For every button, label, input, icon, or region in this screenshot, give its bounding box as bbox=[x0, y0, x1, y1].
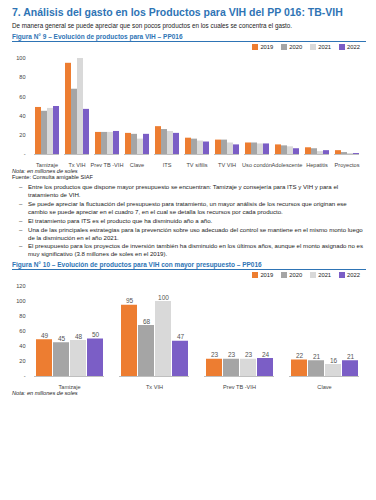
svg-text:Prev TB -VIH: Prev TB -VIH bbox=[223, 385, 256, 391]
svg-text:20: 20 bbox=[19, 359, 25, 365]
svg-text:60: 60 bbox=[19, 94, 25, 100]
svg-text:16: 16 bbox=[330, 357, 338, 364]
html-text:Nota: en millones de soles: Nota: en millones de soles bbox=[12, 168, 78, 174]
svg-text:23: 23 bbox=[228, 352, 236, 359]
svg-text:48: 48 bbox=[75, 333, 83, 340]
html-text:Una de las principales estrate: Una de las principales estrategias para … bbox=[28, 225, 363, 241]
svg-text:120: 120 bbox=[16, 284, 25, 290]
html-text:Se puede apreciar la fluctuaci: Se puede apreciar la fluctuación del pre… bbox=[28, 199, 347, 215]
svg-text:ITS: ITS bbox=[163, 162, 172, 168]
svg-text:23: 23 bbox=[211, 352, 219, 359]
svg-text:Tx VIH: Tx VIH bbox=[68, 162, 85, 168]
svg-text:Adolescente: Adolescente bbox=[272, 162, 303, 168]
html-text:Figura N° 10 – Evolución de pr: Figura N° 10 – Evolución de productos pa… bbox=[12, 261, 262, 269]
svg-text:40: 40 bbox=[19, 344, 25, 350]
svg-text:47: 47 bbox=[177, 334, 185, 341]
svg-text:Clave: Clave bbox=[130, 162, 144, 168]
svg-text:68: 68 bbox=[143, 318, 151, 325]
svg-text:Uso condón: Uso condón bbox=[242, 162, 272, 168]
svg-text:80: 80 bbox=[19, 74, 25, 80]
html-text:Entre los productos que dispon: Entre los productos que dispone mayor pr… bbox=[28, 183, 339, 198]
svg-text:TV VIH: TV VIH bbox=[218, 162, 236, 168]
html-text:2022: 2022 bbox=[347, 44, 360, 50]
svg-text:60: 60 bbox=[19, 329, 25, 335]
svg-text:Prev TB -VIH: Prev TB -VIH bbox=[91, 162, 124, 168]
svg-text:50: 50 bbox=[92, 331, 100, 338]
svg-text:Tamizaje: Tamizaje bbox=[36, 162, 58, 168]
svg-text:20: 20 bbox=[19, 132, 25, 138]
html-text:Nota: en millones de soles: Nota: en millones de soles bbox=[12, 390, 78, 397]
html-text:El tratamiento para ITS es el: El tratamiento para ITS es el producto q… bbox=[28, 216, 213, 224]
svg-text:100: 100 bbox=[158, 294, 169, 301]
html-text:2020: 2020 bbox=[289, 272, 303, 279]
svg-text:22: 22 bbox=[296, 352, 304, 359]
svg-text:80: 80 bbox=[19, 314, 25, 320]
svg-text:-: - bbox=[24, 151, 26, 157]
svg-text:40: 40 bbox=[19, 113, 25, 119]
svg-text:Proyectos: Proyectos bbox=[335, 162, 360, 168]
svg-text:23: 23 bbox=[245, 352, 253, 359]
html-text:El presupuesto para los proyec: El presupuesto para los proyectos de inv… bbox=[28, 242, 363, 258]
svg-text:TV sífilis: TV sífilis bbox=[186, 162, 207, 168]
svg-text:95: 95 bbox=[126, 298, 134, 305]
html-text:De manera general se puede apr: De manera general se puede apreciar que … bbox=[12, 22, 292, 29]
html-text:2021: 2021 bbox=[318, 44, 332, 50]
svg-text:Clave: Clave bbox=[317, 385, 331, 391]
html-text:Fuente: Consulta amigable SIAF: Fuente: Consulta amigable SIAF bbox=[12, 174, 93, 180]
svg-text:100: 100 bbox=[16, 55, 25, 61]
html-text:2022: 2022 bbox=[347, 272, 360, 279]
html-text:2019: 2019 bbox=[260, 272, 274, 279]
svg-text:100: 100 bbox=[16, 299, 25, 305]
svg-text:Tx VIH: Tx VIH bbox=[146, 385, 163, 391]
html-text:2020: 2020 bbox=[289, 44, 303, 50]
svg-text:Hepatitis: Hepatitis bbox=[306, 162, 328, 168]
svg-text:24: 24 bbox=[262, 351, 270, 358]
html-text:2021: 2021 bbox=[318, 272, 332, 279]
svg-text:21: 21 bbox=[347, 353, 355, 360]
svg-text:Tamizaje: Tamizaje bbox=[58, 385, 80, 391]
html-text:2019: 2019 bbox=[260, 44, 274, 50]
svg-text:21: 21 bbox=[313, 353, 321, 360]
svg-text:-: - bbox=[24, 374, 26, 380]
html-text:Figura N° 9 – Evolución de pro: Figura N° 9 – Evolución de productos par… bbox=[12, 33, 183, 40]
html-text:7. Análisis del gasto en los P: 7. Análisis del gasto en los Productos p… bbox=[12, 6, 343, 18]
svg-text:45: 45 bbox=[58, 335, 66, 342]
svg-text:49: 49 bbox=[41, 332, 49, 339]
